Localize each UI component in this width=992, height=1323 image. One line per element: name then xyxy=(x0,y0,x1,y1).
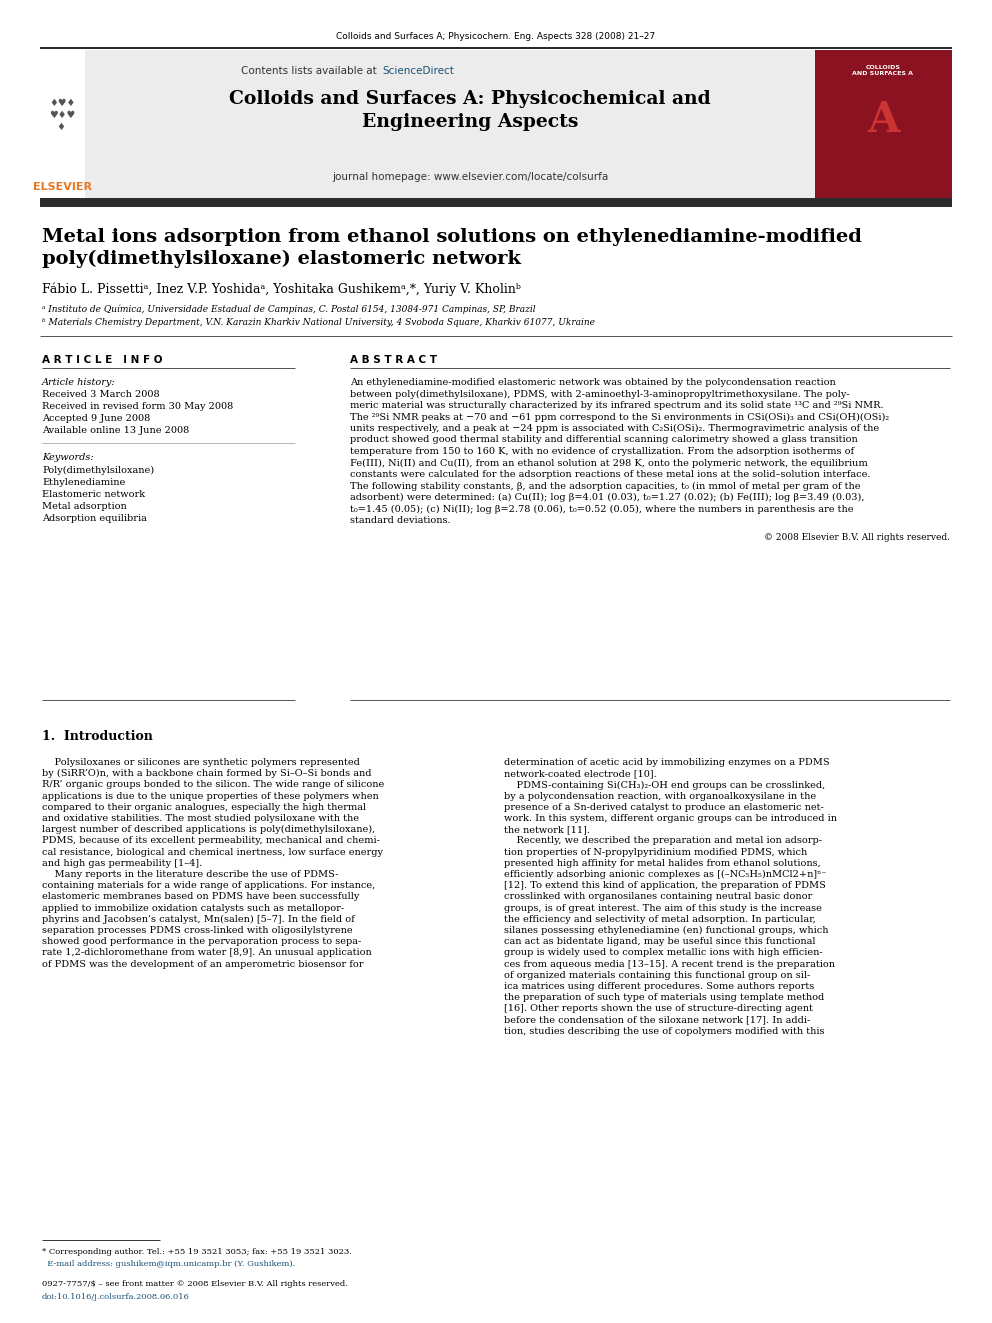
Text: presented high affinity for metal halides from ethanol solutions,: presented high affinity for metal halide… xyxy=(504,859,820,868)
Text: Keywords:: Keywords: xyxy=(42,452,93,462)
Text: determination of acetic acid by immobilizing enzymes on a PDMS: determination of acetic acid by immobili… xyxy=(504,758,829,767)
Bar xyxy=(40,198,952,206)
Text: Article history:: Article history: xyxy=(42,378,116,388)
Text: Received 3 March 2008: Received 3 March 2008 xyxy=(42,390,160,400)
Text: group is widely used to complex metallic ions with high efficien-: group is widely used to complex metallic… xyxy=(504,949,822,958)
Text: Ethylenediamine: Ethylenediamine xyxy=(42,478,125,487)
Text: Polysiloxanes or silicones are synthetic polymers represented: Polysiloxanes or silicones are synthetic… xyxy=(42,758,360,767)
Text: Recently, we described the preparation and metal ion adsorp-: Recently, we described the preparation a… xyxy=(504,836,822,845)
Text: Many reports in the literature describe the use of PDMS-: Many reports in the literature describe … xyxy=(42,871,338,878)
Text: Poly(dimethylsiloxane): Poly(dimethylsiloxane) xyxy=(42,466,154,475)
Text: containing materials for a wide range of applications. For instance,: containing materials for a wide range of… xyxy=(42,881,375,890)
Text: constants were calculated for the adsorption reactions of these metal ions at th: constants were calculated for the adsorp… xyxy=(350,470,871,479)
Text: between poly(dimethylsiloxane), PDMS, with 2-aminoethyl-3-aminopropyltrimethoxys: between poly(dimethylsiloxane), PDMS, wi… xyxy=(350,389,849,398)
Text: ces from aqueous media [13–15]. A recent trend is the preparation: ces from aqueous media [13–15]. A recent… xyxy=(504,959,835,968)
Bar xyxy=(40,50,85,198)
Text: showed good performance in the pervaporation process to sepa-: showed good performance in the pervapora… xyxy=(42,937,361,946)
Text: A: A xyxy=(867,99,899,142)
Text: temperature from 150 to 160 K, with no evidence of crystallization. From the ads: temperature from 150 to 160 K, with no e… xyxy=(350,447,854,456)
Text: [16]. Other reports shown the use of structure-directing agent: [16]. Other reports shown the use of str… xyxy=(504,1004,812,1013)
Text: An ethylenediamine-modified elastomeric network was obtained by the polycondensa: An ethylenediamine-modified elastomeric … xyxy=(350,378,835,388)
Text: tion properties of N-propylpyridinium modified PDMS, which: tion properties of N-propylpyridinium mo… xyxy=(504,848,807,856)
Text: elastomeric membranes based on PDMS have been successfully: elastomeric membranes based on PDMS have… xyxy=(42,893,359,901)
Text: applications is due to the unique properties of these polymers when: applications is due to the unique proper… xyxy=(42,791,379,800)
Text: * Corresponding author. Tel.: +55 19 3521 3053; fax: +55 19 3521 3023.: * Corresponding author. Tel.: +55 19 352… xyxy=(42,1248,352,1256)
Text: standard deviations.: standard deviations. xyxy=(350,516,450,525)
Text: phyrins and Jacobsen’s catalyst, Mn(salen) [5–7]. In the field of: phyrins and Jacobsen’s catalyst, Mn(sale… xyxy=(42,914,355,923)
Text: and oxidative stabilities. The most studied polysiloxane with the: and oxidative stabilities. The most stud… xyxy=(42,814,359,823)
Text: separation processes PDMS cross-linked with oligosilylstyrene: separation processes PDMS cross-linked w… xyxy=(42,926,352,935)
Text: PDMS, because of its excellent permeability, mechanical and chemi-: PDMS, because of its excellent permeabil… xyxy=(42,836,380,845)
Bar xyxy=(815,50,952,198)
Text: of PDMS was the development of an amperometric biosensor for: of PDMS was the development of an ampero… xyxy=(42,959,363,968)
Text: by a polycondensation reaction, with organoalkoxysilane in the: by a polycondensation reaction, with org… xyxy=(504,791,816,800)
Text: crosslinked with organosilanes containing neutral basic donor: crosslinked with organosilanes containin… xyxy=(504,893,812,901)
Text: E-mail address: gushikem@iqm.unicamp.br (Y. Gushikem).: E-mail address: gushikem@iqm.unicamp.br … xyxy=(42,1259,296,1267)
Text: cal resistance, biological and chemical inertness, low surface energy: cal resistance, biological and chemical … xyxy=(42,848,383,856)
Text: Received in revised form 30 May 2008: Received in revised form 30 May 2008 xyxy=(42,402,233,411)
Text: Accepted 9 June 2008: Accepted 9 June 2008 xyxy=(42,414,150,423)
Text: Fábio L. Pissettiᵃ, Inez V.P. Yoshidaᵃ, Yoshitaka Gushikemᵃ,*, Yuriy V. Kholinᵇ: Fábio L. Pissettiᵃ, Inez V.P. Yoshidaᵃ, … xyxy=(42,282,521,295)
Text: PDMS-containing Si(CH₃)₂-OH end groups can be crosslinked,: PDMS-containing Si(CH₃)₂-OH end groups c… xyxy=(504,781,825,790)
Text: adsorbent) were determined: (a) Cu(II); log β=4.01 (0.03), t₀=1.27 (0.02); (b) F: adsorbent) were determined: (a) Cu(II); … xyxy=(350,493,864,503)
Text: and high gas permeability [1–4].: and high gas permeability [1–4]. xyxy=(42,859,202,868)
Text: ♦♥♦
♥♦♥
 ♦: ♦♥♦ ♥♦♥ ♦ xyxy=(49,98,75,131)
Text: work. In this system, different organic groups can be introduced in: work. In this system, different organic … xyxy=(504,814,837,823)
Text: the preparation of such type of materials using template method: the preparation of such type of material… xyxy=(504,994,824,1003)
Text: silanes possessing ethylenediamine (en) functional groups, which: silanes possessing ethylenediamine (en) … xyxy=(504,926,828,935)
Text: Colloids and Surfaces A; Physicochern. Eng. Aspects 328 (2008) 21–27: Colloids and Surfaces A; Physicochern. E… xyxy=(336,32,656,41)
Text: 1.  Introduction: 1. Introduction xyxy=(42,730,153,744)
Text: efficiently adsorbing anionic complexes as [(–NC₅H₅)nMCl2+n]ⁿ⁻: efficiently adsorbing anionic complexes … xyxy=(504,871,826,878)
Text: t₀=1.45 (0.05); (c) Ni(II); log β=2.78 (0.06), t₀=0.52 (0.05), where the numbers: t₀=1.45 (0.05); (c) Ni(II); log β=2.78 (… xyxy=(350,504,853,513)
Text: Contents lists available at: Contents lists available at xyxy=(241,66,380,75)
Text: ScienceDirect: ScienceDirect xyxy=(382,66,454,75)
Text: by (SiRR’O)n, with a backbone chain formed by Si–O–Si bonds and: by (SiRR’O)n, with a backbone chain form… xyxy=(42,769,371,778)
Text: ᵃ Instituto de Química, Universidade Estadual de Campinas, C. Postal 6154, 13084: ᵃ Instituto de Química, Universidade Est… xyxy=(42,306,536,315)
Text: © 2008 Elsevier B.V. All rights reserved.: © 2008 Elsevier B.V. All rights reserved… xyxy=(764,533,950,542)
Text: The ²⁹Si NMR peaks at −70 and −61 ppm correspond to the Si environments in CSi(O: The ²⁹Si NMR peaks at −70 and −61 ppm co… xyxy=(350,413,889,422)
Text: compared to their organic analogues, especially the high thermal: compared to their organic analogues, esp… xyxy=(42,803,366,812)
Text: Fe(III), Ni(II) and Cu(II), from an ethanol solution at 298 K, onto the polymeri: Fe(III), Ni(II) and Cu(II), from an etha… xyxy=(350,459,868,467)
Text: rate 1,2-dichloromethane from water [8,9]. An unusual application: rate 1,2-dichloromethane from water [8,9… xyxy=(42,949,372,958)
Text: [12]. To extend this kind of application, the preparation of PDMS: [12]. To extend this kind of application… xyxy=(504,881,826,890)
Text: units respectively, and a peak at −24 ppm is associated with C₂Si(OSi)₂. Thermog: units respectively, and a peak at −24 pp… xyxy=(350,423,879,433)
Text: the network [11].: the network [11]. xyxy=(504,826,590,835)
Text: Available online 13 June 2008: Available online 13 June 2008 xyxy=(42,426,189,435)
Text: Elastomeric network: Elastomeric network xyxy=(42,490,145,499)
Text: meric material was structurally characterized by its infrared spectrum and its s: meric material was structurally characte… xyxy=(350,401,884,410)
Text: ica matrices using different procedures. Some authors reports: ica matrices using different procedures.… xyxy=(504,982,814,991)
Text: can act as bidentate ligand, may be useful since this functional: can act as bidentate ligand, may be usef… xyxy=(504,937,815,946)
Text: Metal ions adsorption from ethanol solutions on ethylenediamine-modified: Metal ions adsorption from ethanol solut… xyxy=(42,228,862,246)
Text: Metal adsorption: Metal adsorption xyxy=(42,501,127,511)
Text: poly(dimethylsiloxane) elastomeric network: poly(dimethylsiloxane) elastomeric netwo… xyxy=(42,250,521,269)
Text: ELSEVIER: ELSEVIER xyxy=(33,183,91,192)
Text: Engineering Aspects: Engineering Aspects xyxy=(362,112,578,131)
Text: the efficiency and selectivity of metal adsorption. In particular,: the efficiency and selectivity of metal … xyxy=(504,914,815,923)
Text: applied to immobilize oxidation catalysts such as metallopor-: applied to immobilize oxidation catalyst… xyxy=(42,904,344,913)
Text: R/R’ organic groups bonded to the silicon. The wide range of silicone: R/R’ organic groups bonded to the silico… xyxy=(42,781,384,790)
Text: largest number of described applications is poly(dimethylsiloxane),: largest number of described applications… xyxy=(42,826,375,835)
Text: groups, is of great interest. The aim of this study is the increase: groups, is of great interest. The aim of… xyxy=(504,904,822,913)
Text: A R T I C L E   I N F O: A R T I C L E I N F O xyxy=(42,355,163,365)
Text: network-coated electrode [10].: network-coated electrode [10]. xyxy=(504,769,657,778)
Text: tion, studies describing the use of copolymers modified with this: tion, studies describing the use of copo… xyxy=(504,1027,824,1036)
Text: of organized materials containing this functional group on sil-: of organized materials containing this f… xyxy=(504,971,810,980)
Text: Colloids and Surfaces A: Physicochemical and: Colloids and Surfaces A: Physicochemical… xyxy=(229,90,711,108)
Text: Adsorption equilibria: Adsorption equilibria xyxy=(42,515,147,523)
Text: ᵇ Materials Chemistry Department, V.N. Karazin Kharkiv National University, 4 Sv: ᵇ Materials Chemistry Department, V.N. K… xyxy=(42,318,595,327)
Text: presence of a Sn-derived catalyst to produce an elastomeric net-: presence of a Sn-derived catalyst to pro… xyxy=(504,803,823,812)
Text: COLLOIDS
AND SURFACES A: COLLOIDS AND SURFACES A xyxy=(852,65,914,75)
Text: before the condensation of the siloxane network [17]. In addi-: before the condensation of the siloxane … xyxy=(504,1016,810,1024)
Text: The following stability constants, β, and the adsorption capacities, t₀ (in mmol: The following stability constants, β, an… xyxy=(350,482,860,491)
Text: 0927-7757/$ – see front matter © 2008 Elsevier B.V. All rights reserved.: 0927-7757/$ – see front matter © 2008 El… xyxy=(42,1279,348,1289)
Text: doi:10.1016/j.colsurfa.2008.06.016: doi:10.1016/j.colsurfa.2008.06.016 xyxy=(42,1293,189,1301)
Text: A B S T R A C T: A B S T R A C T xyxy=(350,355,437,365)
Text: product showed good thermal stability and differential scanning calorimetry show: product showed good thermal stability an… xyxy=(350,435,858,445)
Bar xyxy=(85,50,815,198)
Text: journal homepage: www.elsevier.com/locate/colsurfa: journal homepage: www.elsevier.com/locat… xyxy=(332,172,608,183)
